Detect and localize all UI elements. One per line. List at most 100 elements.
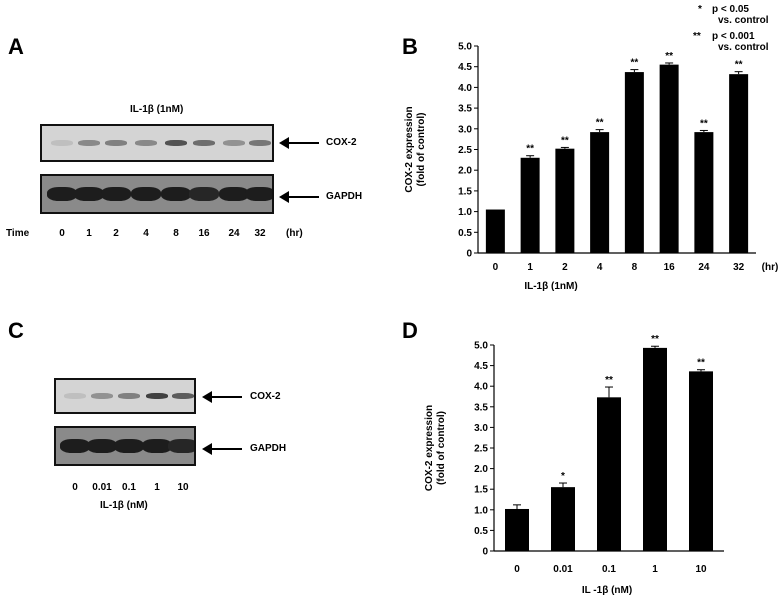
chart-b-annotation-1: ** — [526, 144, 534, 155]
blot-a-cox2-band-3 — [135, 140, 157, 146]
blot-c-gapdh-arrow — [202, 443, 242, 455]
blot-a-gapdh-band-4 — [161, 187, 191, 201]
blot-a-cox2-band-2 — [105, 140, 127, 146]
chart-d-category-3: 1 — [652, 564, 658, 575]
panel-label-c: C — [8, 318, 24, 343]
blot-c-gapdh-band-1 — [87, 439, 117, 453]
chart-b-ytick-label-4: 2.0 — [458, 166, 472, 177]
chart-d-annotation-4: ** — [697, 358, 705, 369]
chart-b-ytick-label-6: 3.0 — [458, 124, 472, 135]
chart-b-bar-7 — [729, 74, 749, 253]
chart-b-annotation-7: ** — [735, 60, 743, 71]
blot-c-gapdh-label: GAPDH — [250, 443, 287, 454]
chart-d-ytick-label-9: 4.5 — [474, 361, 488, 372]
chart-d-x-label: IL -1β (nM) — [582, 585, 632, 596]
chart-b-bar-3 — [590, 132, 610, 253]
chart-b-ytick-label-8: 4.0 — [458, 83, 472, 94]
chart-b-bar-2 — [555, 148, 575, 253]
blot-a-cox2-arrow — [279, 137, 319, 149]
chart-b-annotation-4: ** — [630, 58, 638, 69]
blot-a-cox2-band-5 — [193, 140, 215, 146]
blot-c-gapdh-band-2 — [114, 439, 144, 453]
chart-b-annotation-3: ** — [596, 118, 604, 129]
blot-a-gapdh-band-5 — [189, 187, 219, 201]
chart-b-bar-0 — [485, 209, 505, 253]
chart-b-annotation-5: ** — [665, 51, 673, 62]
blot-a-lane-7: 32 — [254, 228, 266, 239]
blot-c-cox2-band-4 — [172, 393, 194, 399]
chart-b-ytick-label-0: 0 — [466, 249, 472, 260]
chart-d-bar-0 — [505, 508, 529, 551]
chart-d-category-1: 0.01 — [553, 564, 573, 575]
blot-c-cox2-band-1 — [91, 393, 113, 399]
chart-b-ytick-label-3: 1.5 — [458, 186, 472, 197]
chart-d-bar-2 — [597, 397, 621, 551]
chart-b-ytick-label-2: 1.0 — [458, 207, 472, 218]
blot-c-gapdh-strip — [54, 426, 196, 466]
chart-b-bar-1 — [520, 157, 540, 253]
blot-c-gapdh-band-3 — [142, 439, 172, 453]
blot-a-cox2-strip — [40, 124, 274, 162]
blot-a-lane-4: 8 — [173, 228, 179, 239]
blot-a-treatment-label: IL-1β (1nM) — [130, 104, 184, 115]
legend-double-star: ** — [693, 31, 701, 42]
blot-a-cox2-band-6 — [223, 140, 245, 146]
chart-d-bar-4 — [689, 371, 713, 551]
chart-b-category-3: 4 — [597, 262, 603, 273]
blot-c-gapdh-band-4 — [168, 439, 194, 453]
blot-a-gapdh-strip — [40, 174, 274, 214]
blot-c-cox2-band-0 — [64, 393, 86, 399]
blot-a-cox2-band-4 — [165, 140, 187, 146]
chart-b-category-0: 0 — [493, 262, 499, 273]
blot-c-cox2-label: COX-2 — [250, 391, 281, 402]
chart-d-ytick-label-5: 2.5 — [474, 444, 488, 455]
chart-d-ytick-label-7: 3.5 — [474, 402, 488, 413]
blot-a-cox2-label: COX-2 — [326, 137, 357, 148]
chart-b-bar-6 — [694, 132, 714, 253]
chart-b-category-6: 24 — [698, 262, 710, 273]
blot-c-lane-2: 0.1 — [122, 482, 136, 493]
blot-c-cox2-band-3 — [146, 393, 168, 399]
chart-d-ytick-label-6: 3.0 — [474, 423, 488, 434]
blot-c-cox2-strip — [54, 378, 196, 414]
legend-single-star: * — [698, 4, 702, 15]
blot-a-gapdh-band-7 — [245, 187, 272, 201]
blot-a-lane-6: 24 — [228, 228, 240, 239]
legend-double-text: p < 0.001 — [712, 31, 755, 42]
legend-double-text2: vs. control — [718, 42, 769, 53]
chart-d-ytick-label-4: 2.0 — [474, 464, 488, 475]
chart-b-ytick-label-10: 5.0 — [458, 42, 472, 53]
blot-a-lane-1: 1 — [86, 228, 92, 239]
chart-b-ytick-label-5: 2.5 — [458, 145, 472, 156]
chart-d-ytick-label-1: 0.5 — [474, 526, 488, 537]
legend-single-text: p < 0.05 — [712, 4, 749, 15]
chart-b-x-unit: (hr) — [762, 262, 779, 273]
chart-b-category-4: 8 — [632, 262, 638, 273]
chart-b-category-7: 32 — [733, 262, 745, 273]
chart-b-category-2: 2 — [562, 262, 568, 273]
blot-a-gapdh-band-6 — [219, 187, 249, 201]
chart-d-bar-1 — [551, 487, 575, 551]
chart-b-y-label2: (fold of control) — [416, 113, 427, 187]
legend-single-text2: vs. control — [718, 15, 769, 26]
blot-c-lane-1: 0.01 — [92, 482, 112, 493]
chart-d-y-label: COX-2 expression — [424, 405, 435, 491]
chart-d-annotation-2: ** — [605, 375, 613, 386]
blot-c-xlabel: IL-1β (nM) — [100, 500, 148, 511]
chart-b-bar-5 — [659, 64, 679, 253]
blot-a-cox2-band-7 — [249, 140, 271, 146]
chart-d-annotation-1: * — [561, 471, 565, 482]
chart-b-ytick-label-1: 0.5 — [458, 228, 472, 239]
blot-c-lane-4: 10 — [177, 482, 189, 493]
blot-a-lane-0: 0 — [59, 228, 65, 239]
blot-c-cox2-band-2 — [118, 393, 140, 399]
chart-b-ytick-label-7: 3.5 — [458, 104, 472, 115]
chart-d-category-4: 10 — [695, 564, 707, 575]
panel-label-b: B — [402, 34, 418, 59]
blot-c-lane-0: 0 — [72, 482, 78, 493]
blot-c-cox2-arrow — [202, 391, 242, 403]
blot-a-unit: (hr) — [286, 228, 303, 239]
chart-d-annotation-3: ** — [651, 334, 659, 345]
chart-b-annotation-2: ** — [561, 135, 569, 146]
